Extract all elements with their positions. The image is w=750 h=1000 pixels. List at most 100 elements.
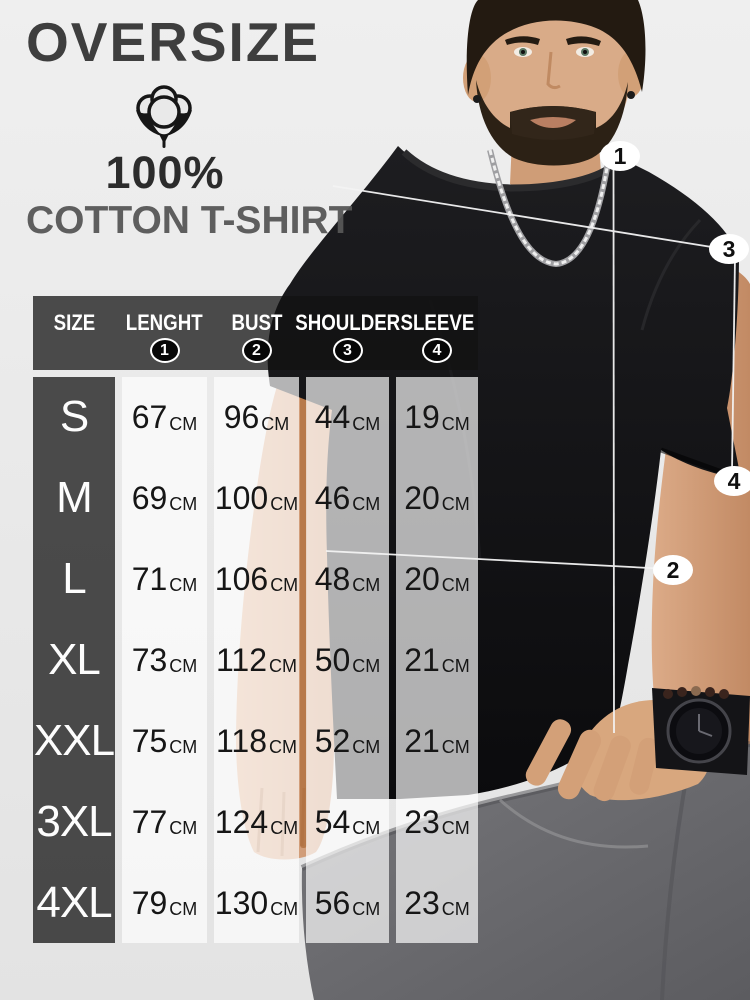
column-header-length: LENGHT 1: [122, 296, 207, 370]
material-percent: 100%: [105, 147, 225, 198]
size-chart: SIZE LENGHT 1 BUST 2 SHOULDER 3 SLEEVE 4…: [33, 296, 478, 943]
size-label: XXL: [33, 715, 115, 765]
measurement-unit: CM: [169, 575, 198, 596]
size-cell: XL: [33, 620, 115, 701]
size-chart-header: SIZE LENGHT 1 BUST 2 SHOULDER 3 SLEEVE 4: [33, 296, 478, 370]
size-label: 4XL: [36, 877, 112, 927]
measurement-value: 67: [131, 399, 168, 436]
size-cell: 3XL: [33, 781, 115, 862]
measurement-value: 124: [214, 803, 269, 840]
size-label: L: [62, 554, 87, 604]
measurement-unit: CM: [441, 898, 470, 919]
measurement-cell: 118 CM: [214, 700, 299, 781]
bust-column: 96 CM 100 CM 106 CM 112 CM 118 CM 124 CM 130 CM: [214, 377, 299, 943]
measurement-unit: CM: [352, 494, 381, 515]
page-title: OVERSIZE: [26, 11, 321, 73]
measurement-cell: 69 CM: [122, 458, 207, 539]
measurement-cell: 50 CM: [306, 620, 389, 701]
size-label: S: [59, 392, 89, 442]
measurement-unit: CM: [441, 413, 470, 434]
column-badge-3: 3: [332, 338, 363, 363]
sleeve-column: 19 CM 20 CM 20 CM 21 CM 21 CM 23 CM 23 CM: [396, 377, 478, 943]
column-badge-4: 4: [422, 338, 452, 363]
measurement-value: 21: [404, 722, 440, 759]
measurement-cell: 21 CM: [396, 620, 478, 701]
measurement-cell: 124 CM: [214, 781, 299, 862]
cotton-flower-icon: [136, 85, 192, 148]
bead-bracelet: [663, 686, 729, 699]
size-cell: S: [33, 377, 115, 458]
column-header-bust: BUST 2: [214, 296, 299, 370]
measurement-value: 56: [314, 884, 351, 921]
measurement-value: 44: [314, 399, 351, 436]
measurement-cell: 79 CM: [122, 862, 207, 943]
column-header-label: BUST: [231, 310, 282, 335]
size-column: S M L XL XXL 3XL 4XL: [33, 377, 115, 943]
measurement-value: 100: [214, 480, 269, 517]
measurement-unit: CM: [441, 736, 470, 757]
column-badge-2: 2: [241, 338, 272, 363]
measurement-cell: 52 CM: [306, 700, 389, 781]
column-header-size: SIZE: [33, 296, 115, 370]
measurement-unit: CM: [441, 494, 470, 515]
measurement-cell: 75 CM: [122, 700, 207, 781]
measurement-unit: CM: [352, 575, 381, 596]
measurement-unit: CM: [270, 817, 299, 838]
measurement-unit: CM: [169, 413, 198, 434]
size-label: 3XL: [36, 796, 112, 846]
measurement-value: 106: [214, 561, 269, 598]
measurement-unit: CM: [261, 413, 290, 434]
measurement-unit: CM: [352, 817, 381, 838]
measurement-unit: CM: [270, 494, 299, 515]
measurement-value: 48: [314, 561, 351, 598]
measurement-cell: 71 CM: [122, 539, 207, 620]
size-cell: XXL: [33, 700, 115, 781]
measurement-unit: CM: [270, 575, 299, 596]
measurement-value: 69: [131, 480, 168, 517]
measurement-cell: 112 CM: [214, 620, 299, 701]
length-column: 67 CM 69 CM 71 CM 73 CM 75 CM 77 CM 79 CM: [122, 377, 207, 943]
measurement-unit: CM: [169, 656, 198, 677]
measurement-cell: 23 CM: [396, 862, 478, 943]
measurement-unit: CM: [169, 736, 198, 757]
size-label: XL: [48, 635, 101, 684]
measurement-unit: CM: [352, 413, 381, 434]
measurement-cell: 46 CM: [306, 458, 389, 539]
measurement-value: 23: [404, 884, 440, 921]
measurement-value: 19: [404, 399, 440, 436]
measurement-unit: CM: [169, 817, 198, 838]
measurement-cell: 44 CM: [306, 377, 389, 458]
column-header-label: SIZE: [53, 310, 95, 335]
measurement-value: 118: [215, 722, 267, 759]
measurement-unit: CM: [352, 656, 381, 677]
measurement-value: 112: [215, 642, 267, 678]
size-chart-body: S M L XL XXL 3XL 4XL 67 CM 69 CM 71 CM 73 CM…: [33, 377, 478, 943]
column-header-shoulder: SHOULDER 3: [295, 296, 400, 370]
measurement-value: 52: [314, 722, 351, 759]
column-header-sleeve: SLEEVE 4: [396, 296, 478, 370]
hair: [466, 0, 646, 95]
measurement-unit: CM: [269, 736, 297, 757]
measurement-unit: CM: [269, 656, 297, 677]
measurement-value: 50: [314, 642, 351, 678]
measurement-unit: CM: [352, 736, 381, 757]
earring-left: [473, 95, 481, 103]
measurement-value: 20: [404, 480, 440, 517]
measurement-cell: 20 CM: [396, 539, 478, 620]
measurement-unit: CM: [441, 656, 470, 677]
measurement-value: 75: [131, 722, 168, 759]
measurement-cell: 19 CM: [396, 377, 478, 458]
measurement-value: 96: [223, 399, 260, 436]
measurement-cell: 21 CM: [396, 700, 478, 781]
size-cell: M: [33, 458, 115, 539]
column-header-label: SLEEVE: [400, 310, 474, 335]
size-cell: 4XL: [33, 862, 115, 943]
measurement-unit: CM: [270, 898, 299, 919]
size-label: M: [56, 473, 93, 523]
measurement-value: 79: [131, 884, 168, 921]
measurement-cell: 48 CM: [306, 539, 389, 620]
measurement-value: 130: [214, 884, 269, 921]
measurement-value: 23: [404, 803, 440, 840]
column-header-label: SHOULDER: [295, 310, 400, 335]
